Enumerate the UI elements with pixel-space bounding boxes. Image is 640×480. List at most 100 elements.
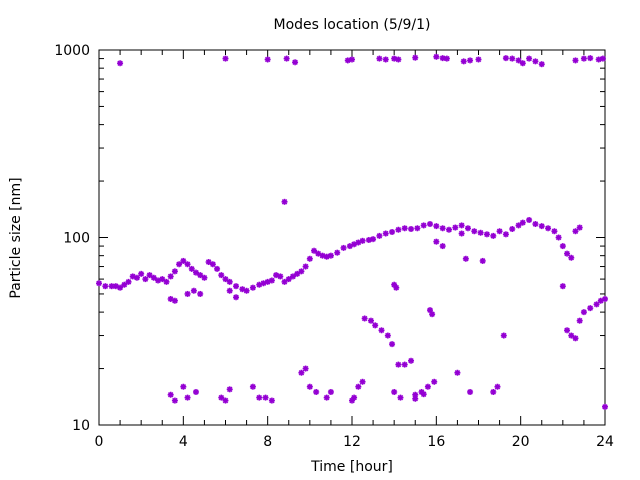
data-point [382, 230, 389, 237]
data-point [429, 311, 436, 318]
data-point [572, 335, 579, 342]
data-point [133, 274, 140, 281]
data-point [313, 388, 320, 395]
chart-title: Modes location (5/9/1) [274, 17, 431, 33]
data-point [477, 229, 484, 236]
y-axis-ticks: 10 100 1000 [54, 43, 605, 434]
data-point [233, 294, 240, 301]
data-point [102, 283, 109, 290]
data-point [96, 280, 102, 287]
data-point [395, 56, 402, 63]
data-point [580, 309, 587, 316]
data-point [593, 301, 600, 308]
data-point [340, 244, 347, 251]
data-point [163, 278, 170, 285]
data-point [214, 265, 221, 272]
data-point [551, 228, 558, 235]
y-tick-label: 1000 [54, 43, 90, 59]
data-point [454, 369, 461, 376]
data-point [298, 369, 305, 376]
data-point [218, 394, 225, 401]
data-point [226, 287, 233, 294]
data-point [433, 53, 440, 60]
data-point [327, 388, 334, 395]
data-point [349, 56, 355, 63]
data-point [587, 305, 594, 312]
data-point [117, 284, 124, 291]
x-tick-label: 20 [512, 434, 530, 450]
data-point [471, 228, 478, 235]
data-point [188, 265, 195, 272]
data-point [180, 257, 187, 264]
data-point [268, 277, 275, 284]
data-point [460, 58, 467, 65]
data-point [327, 252, 334, 259]
data-point [294, 270, 301, 277]
data-point [171, 297, 178, 304]
data-point [509, 55, 516, 62]
data-point [171, 268, 178, 275]
data-point [431, 378, 438, 385]
y-tick-label: 100 [63, 231, 90, 247]
data-point [167, 273, 174, 280]
data-point [427, 221, 434, 228]
data-point [475, 56, 482, 63]
data-point [180, 383, 187, 390]
data-point [184, 290, 191, 297]
data-point [587, 55, 594, 62]
data-point [393, 284, 400, 291]
data-point [412, 54, 419, 61]
data-point [351, 394, 358, 401]
data-point [306, 255, 313, 262]
data-point [277, 273, 284, 280]
data-point [532, 58, 539, 65]
data-point [412, 395, 419, 402]
data-point [401, 361, 408, 368]
data-point [479, 257, 486, 264]
data-point [519, 219, 526, 226]
data-point [184, 261, 191, 268]
data-point [515, 222, 522, 229]
x-axis-label: Time [hour] [310, 459, 393, 475]
data-point [262, 394, 269, 401]
y-axis-label: Particle size [nm] [8, 177, 24, 298]
data-point [559, 243, 566, 250]
data-point [526, 216, 533, 223]
data-point [192, 269, 199, 276]
data-point [445, 226, 452, 233]
data-point [222, 55, 229, 62]
data-point [420, 222, 427, 229]
data-point [439, 225, 446, 232]
data-point [311, 247, 318, 254]
data-point [555, 234, 562, 241]
data-point [599, 55, 606, 62]
data-point [355, 239, 362, 246]
data-point [564, 327, 571, 334]
data-point [502, 231, 509, 238]
data-point [384, 332, 391, 339]
x-tick-label: 12 [343, 434, 361, 450]
data-point [249, 284, 256, 291]
data-point [576, 224, 583, 231]
data-point [201, 274, 208, 281]
data-point [376, 232, 383, 239]
data-point [509, 226, 516, 233]
data-point [532, 221, 539, 228]
y-tick-label: 10 [72, 418, 90, 434]
data-point [496, 228, 503, 235]
data-point [370, 236, 377, 243]
x-tick-label: 0 [95, 434, 104, 450]
data-point [192, 388, 199, 395]
data-point [452, 224, 459, 231]
data-point [467, 388, 474, 395]
data-point [226, 386, 233, 393]
data-point [389, 341, 396, 348]
data-point [372, 322, 379, 329]
data-point [526, 55, 533, 62]
data-point [355, 383, 362, 390]
data-point [568, 332, 575, 339]
data-point [559, 283, 566, 290]
data-point [298, 268, 305, 275]
data-points [96, 53, 608, 410]
